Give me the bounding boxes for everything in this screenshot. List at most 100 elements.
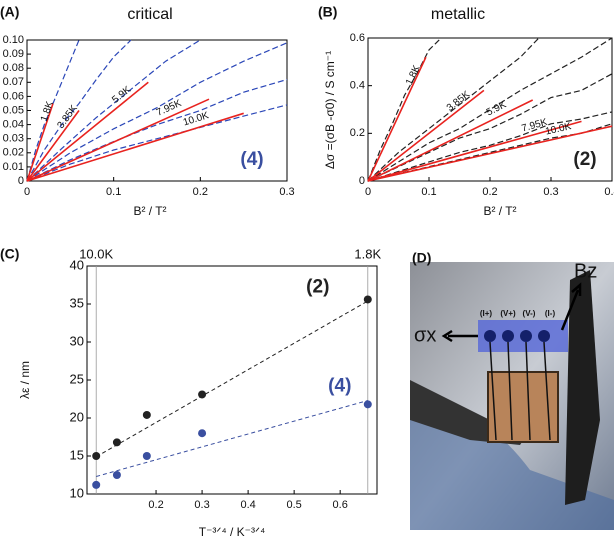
y-tick-label: 0.09 bbox=[3, 48, 24, 60]
y-tick-label: 0 bbox=[18, 175, 24, 187]
panel-label: (D) bbox=[412, 250, 431, 266]
y-tick-label: 0.6 bbox=[350, 32, 365, 44]
fit-line bbox=[367, 56, 427, 182]
point bbox=[142, 410, 151, 419]
y-tick-label: 0.4 bbox=[350, 80, 365, 92]
fit-line bbox=[96, 400, 368, 477]
y-tick-label: 15 bbox=[70, 447, 84, 462]
point bbox=[92, 452, 101, 460]
series-label: 10.0K bbox=[544, 121, 572, 138]
y-tick-label: 0.2 bbox=[350, 127, 365, 139]
y-tick-label: 0.01 bbox=[3, 161, 24, 173]
panel-label: (B) bbox=[318, 4, 337, 20]
y-tick-label: 40 bbox=[70, 257, 84, 272]
fit-line bbox=[26, 112, 244, 182]
x-tick-label: 0.1 bbox=[106, 186, 121, 198]
annotation: (2) bbox=[573, 149, 596, 170]
point bbox=[112, 471, 121, 479]
y-axis-label: λε / nm bbox=[18, 361, 32, 399]
point bbox=[198, 429, 207, 438]
reference-label: 10.0K bbox=[79, 246, 113, 261]
y-tick-label: 0.02 bbox=[3, 147, 24, 159]
y-tick-label: 0.10 bbox=[3, 34, 24, 46]
data-line bbox=[26, 104, 288, 182]
x-tick-label: 0 bbox=[24, 186, 30, 198]
x-tick-label: 0 bbox=[365, 186, 371, 198]
point bbox=[142, 452, 151, 460]
contact-label: (V+) bbox=[500, 309, 516, 318]
x-tick-label: 0.4 bbox=[240, 499, 255, 511]
contact bbox=[484, 330, 496, 342]
x-tick-label: 0.4 bbox=[604, 186, 614, 198]
y-tick-label: 20 bbox=[70, 409, 84, 424]
y-tick-label: 0 bbox=[359, 175, 365, 187]
x-tick-label: 0.2 bbox=[193, 186, 208, 198]
contact-label: (I-) bbox=[545, 309, 556, 318]
y-tick-label: 0.06 bbox=[3, 90, 24, 102]
panel-label: (A) bbox=[0, 4, 19, 20]
x-tick-label: 0.3 bbox=[194, 499, 209, 511]
fit-line bbox=[26, 98, 210, 182]
contact-label: (I+) bbox=[480, 309, 493, 318]
point bbox=[92, 480, 101, 489]
point bbox=[198, 390, 207, 399]
fit-line bbox=[367, 120, 582, 182]
y-tick-label: 0.05 bbox=[3, 104, 24, 116]
y-tick-label: 25 bbox=[70, 371, 84, 386]
fit-line bbox=[367, 125, 613, 182]
current-arrow bbox=[441, 329, 478, 343]
y-tick-label: 0.03 bbox=[3, 133, 24, 145]
data-line bbox=[26, 78, 288, 182]
contact-label: (V-) bbox=[523, 309, 536, 318]
photo-panel: (D) Bz σx (I+) (V+) (V-) (I-) bbox=[410, 250, 614, 530]
photo-shade bbox=[410, 411, 614, 530]
data-line bbox=[367, 37, 540, 182]
x-tick-label: 0.3 bbox=[543, 186, 558, 198]
panel-label: (C) bbox=[0, 246, 19, 262]
y-tick-label: 10 bbox=[70, 485, 84, 500]
series-label: (4) bbox=[328, 375, 351, 396]
x-tick-label: 0.6 bbox=[333, 499, 348, 511]
point bbox=[112, 438, 121, 447]
wire bbox=[489, 341, 551, 441]
y-tick-label: 30 bbox=[70, 333, 84, 348]
fit-line bbox=[95, 300, 369, 458]
panel: (A) critical B² / T² (4) 0 0.1 0.2 0.3 0 0.01 0.02… bbox=[0, 4, 295, 218]
fit-line bbox=[26, 110, 80, 182]
x-tick-label: 0.2 bbox=[148, 499, 163, 511]
y-axis-label: Δσ =(σB -σ0) / S cm⁻¹ bbox=[323, 51, 337, 169]
current-label: σx bbox=[414, 324, 436, 346]
fit-line bbox=[26, 103, 54, 182]
photo-holder bbox=[565, 270, 600, 505]
series-label: 5.9K bbox=[110, 84, 133, 106]
reference-label: 1.8K bbox=[354, 246, 381, 261]
contact bbox=[502, 330, 514, 342]
y-tick-label: 0.04 bbox=[3, 119, 24, 131]
field-arrow bbox=[560, 282, 582, 331]
x-tick-label: 0.3 bbox=[279, 186, 294, 198]
series-label: 5.9K bbox=[485, 99, 509, 118]
contact bbox=[538, 330, 550, 342]
x-axis-label: B² / T² bbox=[133, 204, 166, 218]
fit-line bbox=[367, 99, 534, 182]
series-label: 1.8K bbox=[404, 63, 423, 87]
data-line bbox=[26, 39, 132, 182]
fit-line bbox=[26, 81, 149, 182]
data-line bbox=[367, 37, 613, 182]
series-label: (2) bbox=[306, 276, 329, 297]
photo-sample-edge bbox=[487, 371, 559, 443]
y-tick-label: 0.08 bbox=[3, 62, 24, 74]
chart-title: critical bbox=[127, 6, 172, 23]
annotation: (4) bbox=[240, 149, 263, 170]
data-line bbox=[26, 42, 288, 182]
x-tick-label: 0.5 bbox=[286, 499, 301, 511]
series-label: 1.8K bbox=[39, 100, 56, 123]
point bbox=[363, 295, 372, 304]
panel: (C) T⁻³ᐟ⁴ / K⁻³ᐟ⁴ λε / nm 0.2 0.3 0.4 0.5 0.6 10… bbox=[0, 246, 381, 539]
y-tick-label: 35 bbox=[70, 295, 84, 310]
x-tick-label: 0.1 bbox=[421, 186, 436, 198]
panel: (B) metallic B² / T² Δσ =(σB -σ0) / S cm⁻¹ (… bbox=[318, 4, 614, 218]
data-line bbox=[367, 37, 442, 182]
